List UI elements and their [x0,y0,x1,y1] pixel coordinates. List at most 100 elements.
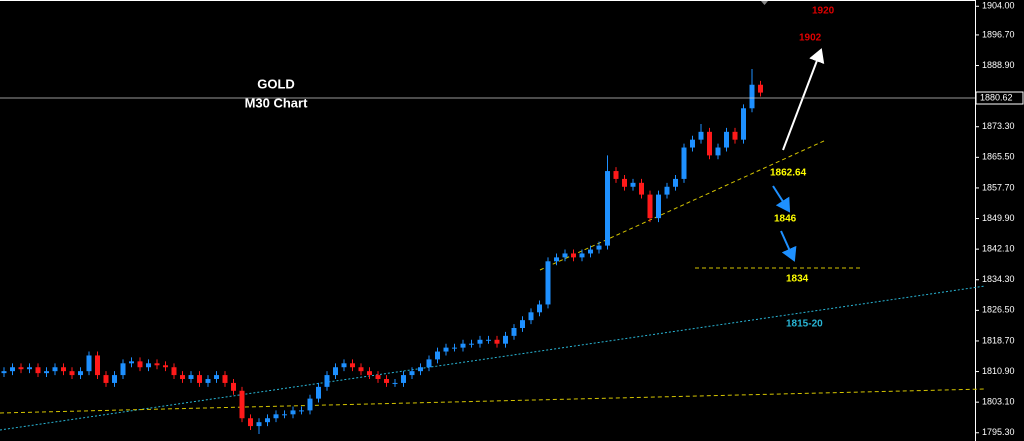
y-tick-label: 1803.10 [982,397,1015,407]
candle-body [18,367,24,370]
candle-body [732,131,738,140]
candle-body [137,361,143,368]
candle-body [503,335,508,344]
candle-body [537,304,542,313]
annotation: 1862.64 [770,168,807,179]
candle-body [418,367,423,372]
candle-body [1,371,7,374]
annotation: 1920 [812,6,835,17]
candle-body [460,343,466,348]
candle-body [27,367,32,370]
candle-body [341,363,347,368]
candle-body [562,253,568,258]
candle-body [146,363,151,368]
annotation: 1815-20 [786,319,823,330]
candle-body [61,367,66,372]
candle-body [358,367,364,372]
candle-body [120,363,126,376]
candle-body [205,379,211,383]
candle-body [367,371,372,376]
trend-line [0,285,986,431]
candle-body [698,131,704,140]
candle-body [579,253,585,258]
candle-body [435,351,440,360]
candle-body [656,194,661,219]
chart-title: GOLD [257,76,295,91]
candle-body [630,182,636,187]
candle-body [426,359,432,368]
candle-body [384,379,389,383]
candle-body [35,367,41,374]
arrow [780,230,797,262]
chart-subtitle: M30 Chart [245,95,309,110]
candle-body [52,367,58,372]
candle-body [571,253,576,258]
y-tick-label: 1795.30 [982,427,1015,437]
candles [1,69,763,434]
candle-body [613,171,619,179]
candle-body [545,261,551,305]
y-tick-label: 1873.30 [982,121,1015,131]
candle-body [214,375,219,380]
candle-body [290,410,296,415]
trend-line [539,139,827,271]
y-tick-label: 1842.10 [982,244,1015,254]
y-tick-label: 1896.70 [982,29,1015,39]
candle-body [409,371,415,376]
y-tick-label: 1888.90 [982,60,1015,70]
candle-body [741,108,746,140]
y-tick-label: 1810.90 [982,366,1015,376]
candle-body [749,84,755,109]
candle-body [528,312,534,321]
annotation: 1834 [786,274,809,285]
candle-body [112,375,117,383]
candle-body [231,382,236,391]
candle-body [443,347,449,352]
candle-body [622,178,627,187]
candle-body [681,147,687,179]
candle-body [333,367,338,376]
candle-body [664,186,670,195]
candle-body [690,139,695,148]
candle-body [307,398,313,411]
arrow [782,48,825,151]
candle-body [401,375,406,383]
candle-body [392,382,398,384]
candle-body [188,375,194,380]
candle-body [273,414,279,419]
candle-body [494,339,500,344]
candle-body [639,182,644,195]
candle-body [95,355,100,376]
candle-body [673,178,678,187]
candle-body [197,375,202,383]
y-tick-label: 1826.50 [982,305,1015,315]
candle-body [222,375,228,383]
candle-body [86,355,92,372]
candle-body [350,363,355,368]
candle-body [758,84,763,93]
candle-body [707,131,712,156]
candle-body [265,418,270,423]
candle-body [324,375,330,387]
price-label: 1880.62 [980,92,1013,102]
candle-body [715,147,721,156]
candle-body [239,390,245,419]
candle-body [69,371,75,376]
price-box [975,91,1024,105]
candle-body [282,414,287,416]
annotation: 1846 [774,214,797,225]
candle-body [554,257,559,262]
y-tick-label: 1857.70 [982,182,1015,192]
y-tick-label: 1834.30 [982,274,1015,284]
trend-line [0,388,986,414]
candle-body [299,410,304,412]
candle-body [163,365,168,368]
candle-body [10,367,15,372]
candle-body [486,339,491,341]
candle-body [44,371,49,374]
candle-body [256,422,262,427]
candle-body [375,375,381,380]
candle-body [596,245,602,250]
